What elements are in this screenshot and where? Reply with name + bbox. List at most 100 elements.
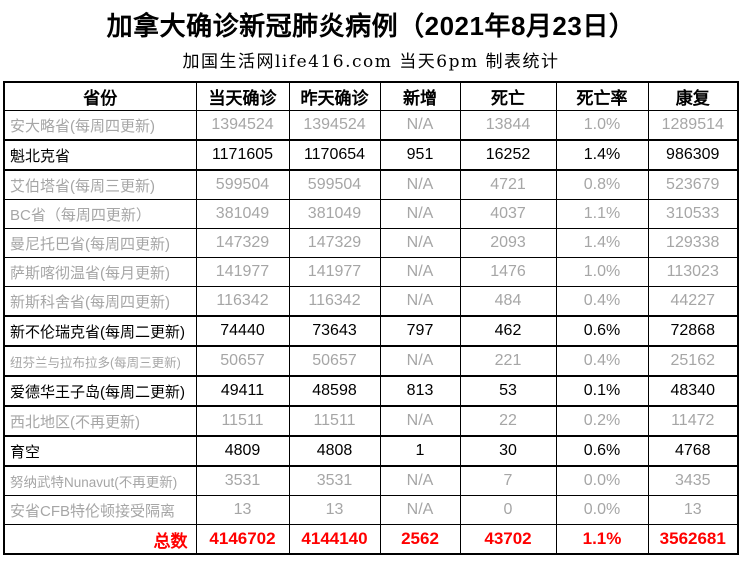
cell-recovered: 72868 — [647, 315, 739, 347]
cell-deaths: 16252 — [459, 139, 557, 171]
cell-province: 新不伦瑞克省(每周二更新) — [3, 315, 197, 347]
cell-recovered: 11472 — [647, 405, 739, 437]
table-row: BC省（每周四更新） 381049 381049 N/A 4037 1.1% 310533 — [3, 199, 739, 229]
cell-new_cases: 797 — [379, 315, 461, 347]
cell-yesterday: 4144140 — [288, 524, 381, 555]
cell-new_cases: N/A — [379, 257, 461, 287]
table-row: 纽芬兰与拉布拉多(每周三更新) 50657 50657 N/A 221 0.4% 25162 — [3, 345, 739, 377]
cell-yesterday: 1170654 — [288, 139, 381, 171]
cell-yesterday: 73643 — [288, 315, 381, 347]
cell-today: 381049 — [195, 199, 290, 229]
cell-province: 西北地区(不再更新) — [3, 405, 197, 437]
cell-new_cases: N/A — [379, 286, 461, 317]
table-row: 努纳武特Nunavut(不再更新) 3531 3531 N/A 7 0.0% 3435 — [3, 465, 739, 496]
cell-province: 努纳武特Nunavut(不再更新) — [3, 465, 197, 496]
cell-today: 116342 — [195, 286, 290, 317]
cell-deaths: 1476 — [459, 257, 557, 287]
cell-yesterday: 48598 — [288, 375, 381, 407]
cell-deaths: 4721 — [459, 169, 557, 200]
table-row: 曼尼托巴省(每周四更新) 147329 147329 N/A 2093 1.4% 12933… — [3, 228, 739, 258]
cell-today: 1394524 — [195, 110, 290, 141]
cell-deaths: 43702 — [459, 524, 557, 555]
page: 加拿大确诊新冠肺炎病例（2021年8月23日） 加国生活网life416.com… — [0, 6, 742, 577]
cell-new_cases: N/A — [379, 465, 461, 496]
table-body: 安大略省(每周四更新) 1394524 1394524 N/A 13844 1.0% 128… — [3, 110, 739, 555]
cell-yesterday: 11511 — [288, 405, 381, 437]
cell-province: 艾伯塔省(每周三更新) — [3, 169, 197, 200]
cell-deaths: 484 — [459, 286, 557, 317]
cell-today: 74440 — [195, 315, 290, 347]
cell-province: BC省（每周四更新） — [3, 199, 197, 229]
cell-today: 49411 — [195, 375, 290, 407]
cell-deaths: 53 — [459, 375, 557, 407]
cell-death_rate: 0.1% — [555, 375, 649, 407]
cell-today: 4146702 — [195, 524, 290, 555]
cell-deaths: 13844 — [459, 110, 557, 141]
cell-death_rate: 1.0% — [555, 257, 649, 287]
cell-province: 安大略省(每周四更新) — [3, 110, 197, 141]
cell-yesterday: 147329 — [288, 228, 381, 258]
cell-today: 11511 — [195, 405, 290, 437]
cell-recovered: 129338 — [647, 228, 739, 258]
cell-death_rate: 0.6% — [555, 435, 649, 467]
header-cell: 新增 — [379, 81, 461, 111]
cell-today: 4809 — [195, 435, 290, 467]
cell-province: 育空 — [3, 435, 197, 467]
cell-death_rate: 0.4% — [555, 286, 649, 317]
cell-new_cases: N/A — [379, 228, 461, 258]
cell-province: 萨斯喀彻温省(每月更新) — [3, 257, 197, 287]
cell-today: 599504 — [195, 169, 290, 200]
cell-recovered: 1289514 — [647, 110, 739, 141]
cell-deaths: 22 — [459, 405, 557, 437]
table-row: 魁北克省 1171605 1170654 951 16252 1.4% 986309 — [3, 139, 739, 171]
cell-yesterday: 13 — [288, 495, 381, 525]
cell-province: 新斯科舍省(每周四更新) — [3, 286, 197, 317]
cell-new_cases: N/A — [379, 199, 461, 229]
cell-today: 141977 — [195, 257, 290, 287]
cell-new_cases: 813 — [379, 375, 461, 407]
cell-province: 安省CFB特伦顿接受隔离 — [3, 495, 197, 525]
cell-death_rate: 1.4% — [555, 139, 649, 171]
cell-new_cases: 951 — [379, 139, 461, 171]
cell-new_cases: N/A — [379, 110, 461, 141]
covid-stats-table: 省份 当天确诊 昨天确诊 新增 死亡 死亡率 康复 安大略省(每周四更新) 1394524 13… — [3, 81, 739, 555]
cell-province: 纽芬兰与拉布拉多(每周三更新) — [3, 345, 197, 377]
cell-recovered: 25162 — [647, 345, 739, 377]
page-title: 加拿大确诊新冠肺炎病例（2021年8月23日） — [106, 11, 636, 41]
cell-new_cases: N/A — [379, 405, 461, 437]
cell-province: 爱德华王子岛(每周二更新) — [3, 375, 197, 407]
table-row: 育空 4809 4808 1 30 0.6% 4768 — [3, 435, 739, 467]
header-cell: 死亡 — [459, 81, 557, 111]
cell-death_rate: 0.4% — [555, 345, 649, 377]
cell-new_cases: N/A — [379, 345, 461, 377]
cell-recovered: 523679 — [647, 169, 739, 200]
table-row: 安大略省(每周四更新) 1394524 1394524 N/A 13844 1.0% 128… — [3, 110, 739, 141]
cell-new_cases: 1 — [379, 435, 461, 467]
cell-deaths: 7 — [459, 465, 557, 496]
cell-today: 147329 — [195, 228, 290, 258]
cell-death_rate: 1.0% — [555, 110, 649, 141]
header-cell: 死亡率 — [555, 81, 649, 111]
table-row: 西北地区(不再更新) 11511 11511 N/A 22 0.2% 11472 — [3, 405, 739, 437]
cell-yesterday: 1394524 — [288, 110, 381, 141]
cell-death_rate: 0.8% — [555, 169, 649, 200]
cell-death_rate: 0.2% — [555, 405, 649, 437]
header-row: 省份 当天确诊 昨天确诊 新增 死亡 死亡率 康复 — [3, 81, 739, 111]
header-cell: 当天确诊 — [195, 81, 290, 111]
cell-recovered: 986309 — [647, 139, 739, 171]
cell-new_cases: N/A — [379, 495, 461, 525]
cell-deaths: 221 — [459, 345, 557, 377]
table-row: 艾伯塔省(每周三更新) 599504 599504 N/A 4721 0.8% 523679 — [3, 169, 739, 200]
table-row: 新不伦瑞克省(每周二更新) 74440 73643 797 462 0.6% 72868 — [3, 315, 739, 347]
cell-recovered: 3435 — [647, 465, 739, 496]
cell-recovered: 4768 — [647, 435, 739, 467]
cell-recovered: 13 — [647, 495, 739, 525]
cell-yesterday: 141977 — [288, 257, 381, 287]
cell-yesterday: 50657 — [288, 345, 381, 377]
cell-deaths: 2093 — [459, 228, 557, 258]
cell-province: 总数 — [3, 524, 197, 555]
header-cell: 康复 — [647, 81, 739, 111]
table-row: 萨斯喀彻温省(每月更新) 141977 141977 N/A 1476 1.0% 11302… — [3, 257, 739, 287]
cell-yesterday: 4808 — [288, 435, 381, 467]
cell-deaths: 30 — [459, 435, 557, 467]
